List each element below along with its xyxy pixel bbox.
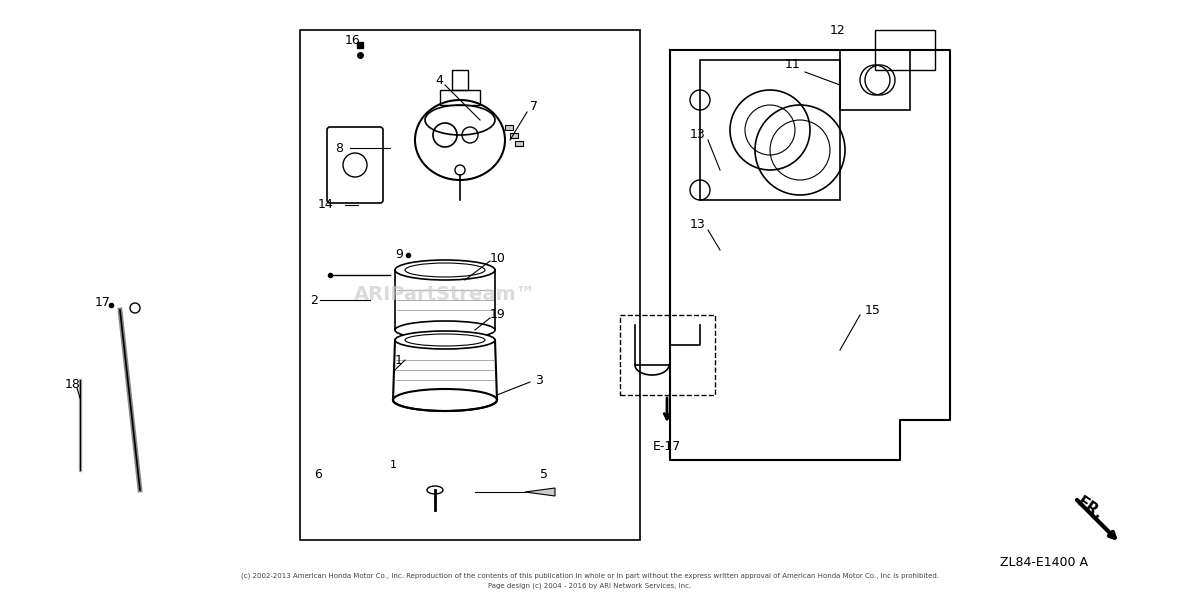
Text: 11: 11 <box>785 59 801 72</box>
Text: 1: 1 <box>395 353 402 367</box>
Text: ARIPartStream™: ARIPartStream™ <box>354 285 536 304</box>
Text: 13: 13 <box>690 218 706 231</box>
Bar <box>620 315 715 395</box>
Text: 10: 10 <box>490 252 506 264</box>
Text: 14: 14 <box>317 199 334 212</box>
Bar <box>505 125 513 130</box>
Text: 9: 9 <box>395 249 402 261</box>
Polygon shape <box>525 488 555 496</box>
Text: 12: 12 <box>830 23 846 36</box>
Bar <box>876 30 935 70</box>
Text: 1: 1 <box>391 460 396 470</box>
Bar <box>452 70 468 90</box>
Text: 4: 4 <box>435 74 442 87</box>
Bar <box>514 141 523 146</box>
Text: FR.: FR. <box>1074 494 1106 522</box>
Bar <box>440 90 480 105</box>
Text: 3: 3 <box>535 374 543 386</box>
Text: 7: 7 <box>530 100 538 114</box>
Text: 2: 2 <box>310 294 317 307</box>
Bar <box>840 50 910 110</box>
Text: (c) 2002-2013 American Honda Motor Co., Inc. Reproduction of the contents of thi: (c) 2002-2013 American Honda Motor Co., … <box>241 573 939 579</box>
Text: 5: 5 <box>540 468 548 481</box>
Text: 16: 16 <box>345 33 361 47</box>
Text: 19: 19 <box>490 309 506 322</box>
Ellipse shape <box>393 389 497 411</box>
Ellipse shape <box>395 321 494 339</box>
Text: 13: 13 <box>690 129 706 142</box>
Text: 17: 17 <box>96 297 111 310</box>
Text: Page design (c) 2004 - 2016 by ARI Network Services, Inc.: Page design (c) 2004 - 2016 by ARI Netwo… <box>489 582 691 589</box>
Text: ZL84-E1400 A: ZL84-E1400 A <box>999 557 1088 569</box>
Bar <box>300 30 640 540</box>
Text: E-17: E-17 <box>653 440 681 453</box>
Text: 15: 15 <box>865 304 881 316</box>
Text: 6: 6 <box>314 468 322 481</box>
Ellipse shape <box>395 331 494 349</box>
Bar <box>510 133 518 138</box>
Text: 18: 18 <box>65 379 81 392</box>
Text: 8: 8 <box>335 142 343 154</box>
Bar <box>700 60 840 200</box>
